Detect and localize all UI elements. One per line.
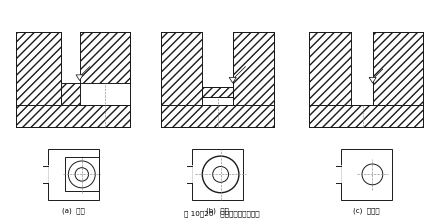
Bar — [202, 32, 233, 87]
Polygon shape — [61, 83, 79, 105]
Polygon shape — [369, 77, 376, 83]
Polygon shape — [76, 75, 83, 80]
Text: (c)  不合理: (c) 不合理 — [353, 207, 380, 214]
Text: (b)  合理: (b) 合理 — [206, 207, 229, 214]
Bar — [79, 83, 130, 105]
Polygon shape — [309, 32, 351, 105]
Bar — [351, 32, 373, 105]
Bar — [65, 157, 99, 191]
Bar — [186, 166, 192, 183]
Bar — [202, 97, 233, 105]
Polygon shape — [202, 87, 233, 97]
Polygon shape — [373, 32, 423, 105]
Bar — [335, 166, 341, 183]
Text: 图 10－20   内台和凹坑（沉孔）: 图 10－20 内台和凹坑（沉孔） — [184, 210, 260, 217]
Bar — [192, 149, 243, 200]
Polygon shape — [161, 105, 274, 127]
Polygon shape — [16, 105, 130, 127]
Polygon shape — [233, 32, 274, 105]
Polygon shape — [79, 32, 130, 83]
Bar — [341, 149, 392, 200]
Polygon shape — [161, 32, 202, 105]
Text: (a)  合理: (a) 合理 — [62, 207, 85, 214]
Bar — [42, 166, 48, 183]
Bar — [48, 149, 99, 200]
Polygon shape — [309, 105, 423, 127]
Polygon shape — [229, 77, 236, 83]
Polygon shape — [16, 32, 61, 105]
